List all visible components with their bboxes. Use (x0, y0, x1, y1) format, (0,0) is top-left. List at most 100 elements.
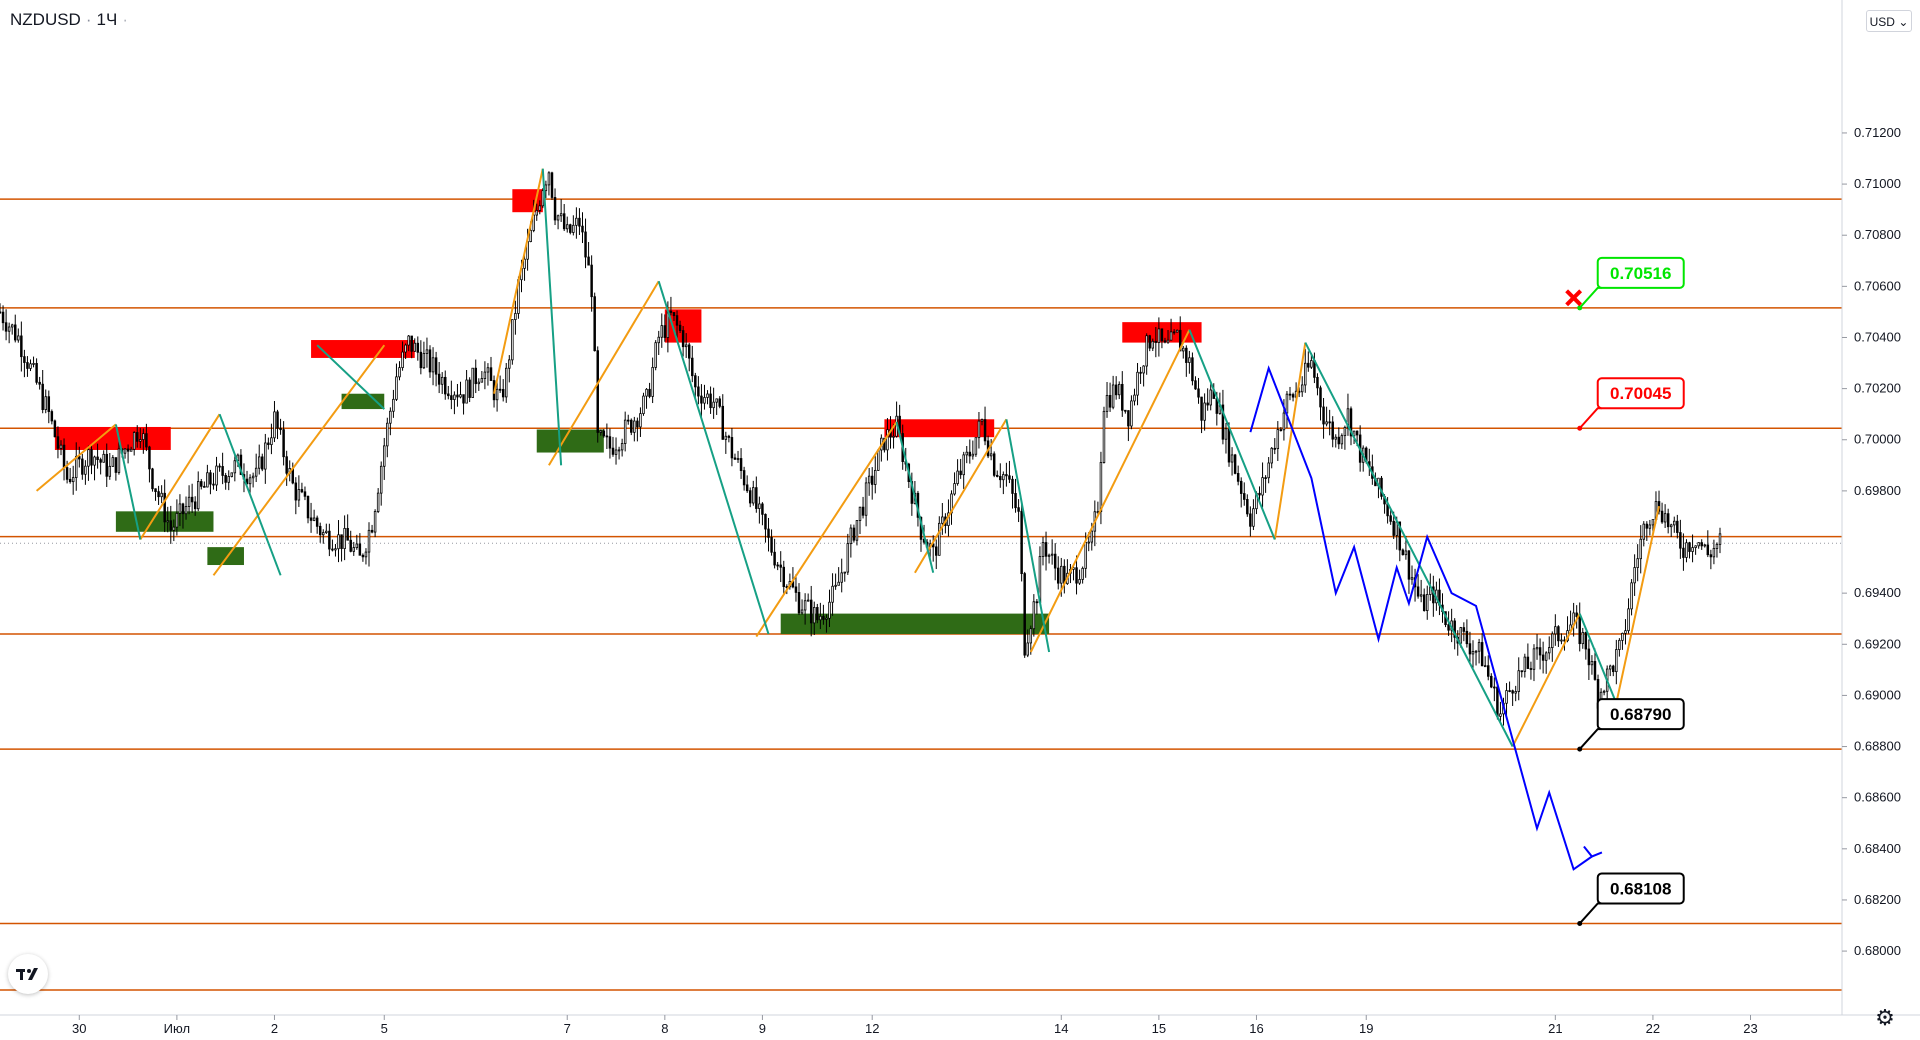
candle-body (1612, 665, 1615, 673)
candle-body (883, 437, 886, 451)
candle-body (1587, 648, 1591, 666)
candle-body (1340, 435, 1344, 445)
candle-body (1200, 396, 1203, 421)
candle-body (581, 225, 584, 233)
candle-body (346, 528, 349, 541)
candle-body (1078, 579, 1081, 584)
tradingview-logo-icon[interactable] (8, 954, 48, 994)
candle-body (1462, 627, 1466, 632)
candle-body (608, 436, 612, 449)
price-axis-bg (1842, 0, 1920, 1040)
candle-body (1718, 533, 1722, 545)
candle-body (1511, 690, 1514, 694)
candle-body (193, 501, 197, 510)
candle-body (90, 449, 93, 466)
candle-body (1426, 594, 1429, 611)
candle-body (529, 230, 532, 243)
y-tick-label: 0.69000 (1854, 687, 1901, 702)
candle-body (35, 363, 38, 383)
wave-up-segment (212, 344, 386, 576)
candle-body (523, 258, 526, 269)
candle-body (813, 607, 816, 624)
candle-body (1011, 478, 1014, 494)
annotation-box (1596, 872, 1685, 905)
candle-body (1276, 429, 1280, 450)
candle-body (1602, 690, 1606, 693)
candle-body (297, 489, 301, 501)
candle-body (1608, 665, 1612, 670)
gear-icon[interactable]: ⚙ (1875, 1005, 1895, 1030)
timeframe-label[interactable]: 1Ч (96, 10, 118, 29)
wave-up-segment (35, 423, 117, 492)
candle-body (1581, 632, 1585, 645)
candle-body (770, 537, 773, 553)
candle-body (1709, 554, 1713, 558)
candle-body (1575, 612, 1578, 617)
candle-body (1422, 594, 1426, 611)
candle-body (1453, 620, 1456, 638)
candle-body (1621, 632, 1624, 641)
candle-body (1108, 394, 1112, 408)
candle-body (456, 394, 459, 398)
candle-body (75, 456, 78, 478)
candle-body (251, 475, 255, 479)
candle-body (819, 615, 822, 621)
symbol-header[interactable]: NZDUSD · 1Ч · (10, 10, 128, 30)
y-tick-label: 0.68000 (1854, 943, 1901, 958)
candle-body (1288, 393, 1292, 396)
candle-body (1102, 410, 1106, 463)
candle-body (358, 543, 362, 556)
annotation-box (1596, 377, 1685, 410)
wave-down-segment (218, 413, 282, 576)
x-tick-label: 12 (865, 1021, 879, 1036)
candle-body (444, 376, 447, 395)
candle-body (1227, 428, 1231, 463)
x-tick-label: 7 (564, 1021, 571, 1036)
candle-body (1178, 329, 1182, 352)
candle-body (383, 445, 386, 467)
annotation-pointer (1578, 407, 1602, 429)
y-tick-label: 0.70800 (1854, 227, 1901, 242)
candle-body (62, 444, 66, 468)
candle-body (639, 413, 642, 428)
candle-body (1090, 530, 1094, 543)
candle-body (206, 472, 209, 488)
candle-body (892, 435, 895, 438)
candle-body (1322, 406, 1325, 425)
candle-body (166, 520, 169, 523)
x-tick-label: 8 (661, 1021, 668, 1036)
candle-body (1337, 436, 1341, 445)
candle-body (1056, 567, 1060, 584)
candle-body (123, 448, 127, 454)
candle-body (1560, 639, 1563, 642)
candle-body (1480, 642, 1484, 667)
candle-body (1328, 421, 1331, 424)
candle-body (1685, 542, 1688, 558)
currency-selector[interactable]: USD ⌄ (1866, 10, 1912, 32)
candle-body (1270, 447, 1273, 464)
x-tick-label: 23 (1743, 1021, 1757, 1036)
candle-body (1404, 550, 1408, 556)
candle-body (736, 458, 740, 460)
candle-body (221, 466, 224, 476)
candle-body (733, 457, 737, 460)
candle-body (1020, 510, 1023, 574)
candle-body (1133, 394, 1136, 402)
candle-body (547, 172, 551, 186)
candle-body (1593, 661, 1597, 680)
candle-body (852, 527, 856, 541)
candle-body (114, 457, 118, 473)
candle-body (886, 429, 889, 451)
wave-up-segment (548, 280, 660, 466)
candle-body (1233, 454, 1237, 474)
annotation-text: 0.70045 (1610, 384, 1671, 403)
candle-body (1584, 632, 1588, 650)
candle-body (959, 470, 962, 476)
candle-body (636, 420, 639, 428)
annotation-box (1596, 256, 1685, 289)
candle-body (447, 393, 450, 397)
demand-zone (780, 613, 1050, 635)
candle-body (1526, 656, 1530, 669)
candle-body (864, 482, 868, 516)
